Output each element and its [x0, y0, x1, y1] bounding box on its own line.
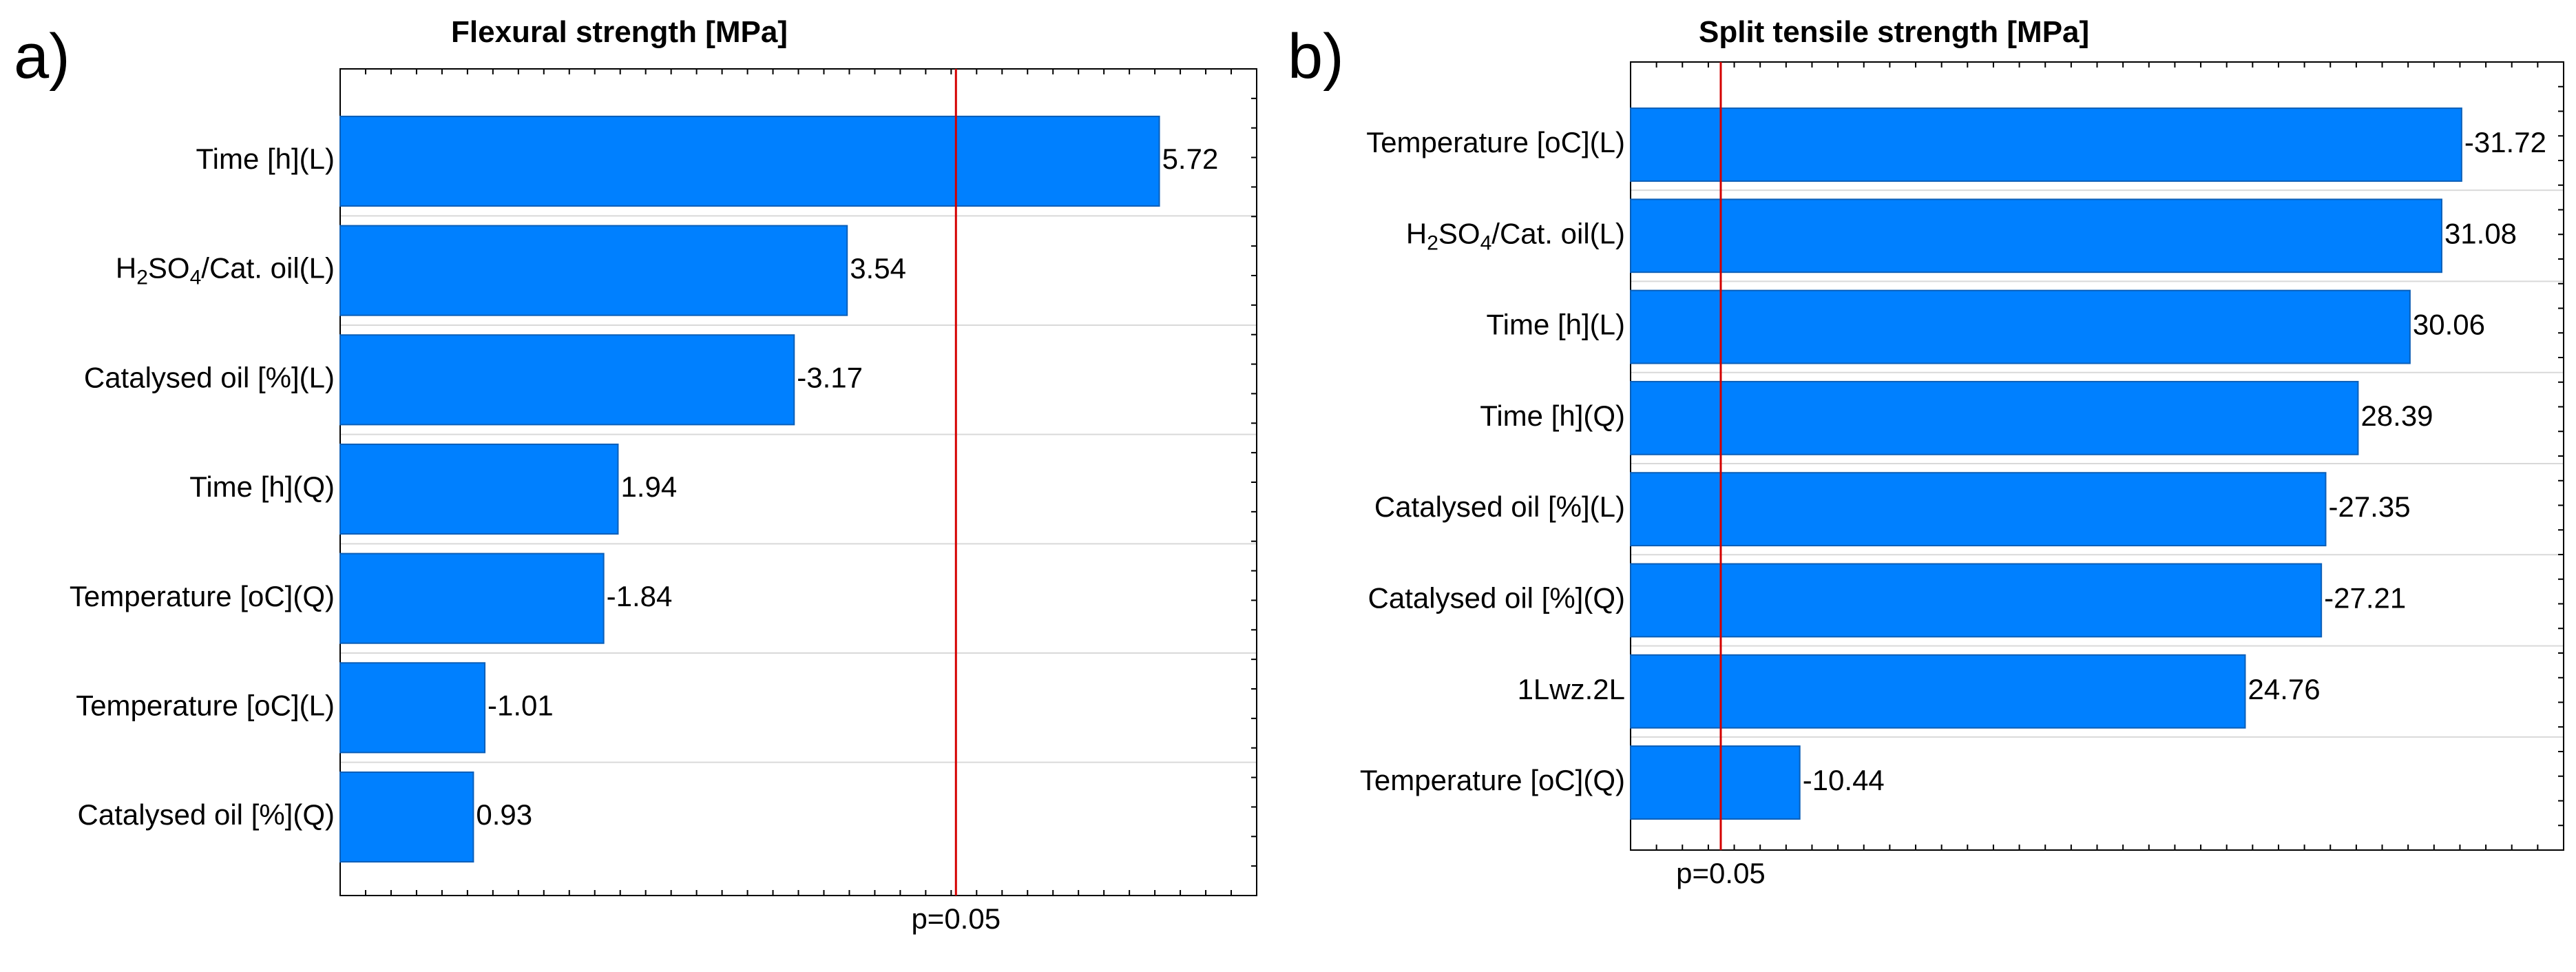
category-label: Temperature [oC](L): [1366, 126, 1625, 158]
bar-chart-svg: -31.72 Temperature [oC](L) 31.08 H2SO4/Cat.…: [1360, 61, 2564, 889]
significance-label: p=0.05: [911, 902, 1001, 935]
chart-title: Flexural strength [MPa]: [451, 15, 788, 49]
category-label: 1Lwz.2L: [1518, 673, 1625, 705]
value-label: -27.21: [2324, 582, 2406, 614]
bar: [339, 662, 486, 754]
value-label: -1.01: [488, 689, 554, 721]
value-label: -31.72: [2464, 126, 2546, 158]
value-label: 5.72: [1162, 143, 1219, 175]
bar: [339, 334, 795, 426]
category-label: Temperature [oC](Q): [1360, 764, 1625, 796]
significance-label: p=0.05: [1676, 857, 1766, 889]
bar: [1630, 472, 2327, 547]
bar: [1630, 563, 2323, 638]
value-label: 0.93: [476, 798, 532, 831]
bar-chart-svg: 5.72 Time [h](L) 3.54 H2SO4/Cat. oil(L) -3.1…: [70, 68, 1257, 935]
panel-letter: a): [14, 21, 70, 92]
bar: [339, 552, 605, 644]
plot-area: -31.72 Temperature [oC](L) 31.08 H2SO4/Cat.…: [1360, 61, 2564, 889]
bar: [339, 443, 619, 535]
value-label: 1.94: [620, 471, 677, 503]
bar: [1630, 745, 1801, 820]
value-label: 28.39: [2360, 400, 2433, 432]
chart-panel-b: b) Split tensile strength [MPa] -31.72 Te…: [1288, 0, 2576, 972]
bar: [339, 115, 1160, 207]
category-label: Catalysed oil [%](L): [84, 361, 335, 393]
value-label: 3.54: [850, 252, 906, 285]
bar: [1630, 198, 2442, 273]
bar: [339, 771, 474, 863]
chart-panel-a: a) Flexural strength [MPa] 5.72 Time [h](…: [14, 15, 1257, 935]
value-label: 31.08: [2444, 217, 2517, 249]
chart-title: Split tensile strength [MPa]: [1699, 15, 2090, 49]
bar: [1630, 380, 2359, 455]
category-label: Catalysed oil [%](Q): [1368, 582, 1625, 614]
bar: [1630, 654, 2246, 729]
panel-letter: b): [1288, 21, 1344, 92]
value-label: -10.44: [1803, 764, 1885, 796]
bar: [1630, 107, 2462, 182]
value-label: -3.17: [797, 361, 863, 393]
category-label: Temperature [oC](L): [76, 689, 335, 721]
value-label: 24.76: [2248, 673, 2320, 705]
value-label: 30.06: [2413, 309, 2485, 341]
bar: [1630, 289, 2411, 364]
category-label: Temperature [oC](Q): [70, 580, 335, 612]
category-label: Time [h](L): [196, 143, 335, 175]
category-label: Time [h](Q): [189, 471, 335, 503]
bar: [339, 225, 848, 316]
plot-area: 5.72 Time [h](L) 3.54 H2SO4/Cat. oil(L) -3.1…: [70, 68, 1257, 935]
category-label: Time [h](L): [1487, 309, 1625, 341]
value-label: -27.35: [2328, 490, 2410, 523]
category-label: Catalysed oil [%](Q): [78, 798, 335, 831]
category-label: H2SO4/Cat. oil(L): [116, 252, 335, 289]
category-label: H2SO4/Cat. oil(L): [1406, 217, 1625, 254]
category-label: Time [h](Q): [1480, 400, 1625, 432]
category-label: Catalysed oil [%](L): [1374, 490, 1625, 523]
value-label: -1.84: [607, 580, 673, 612]
